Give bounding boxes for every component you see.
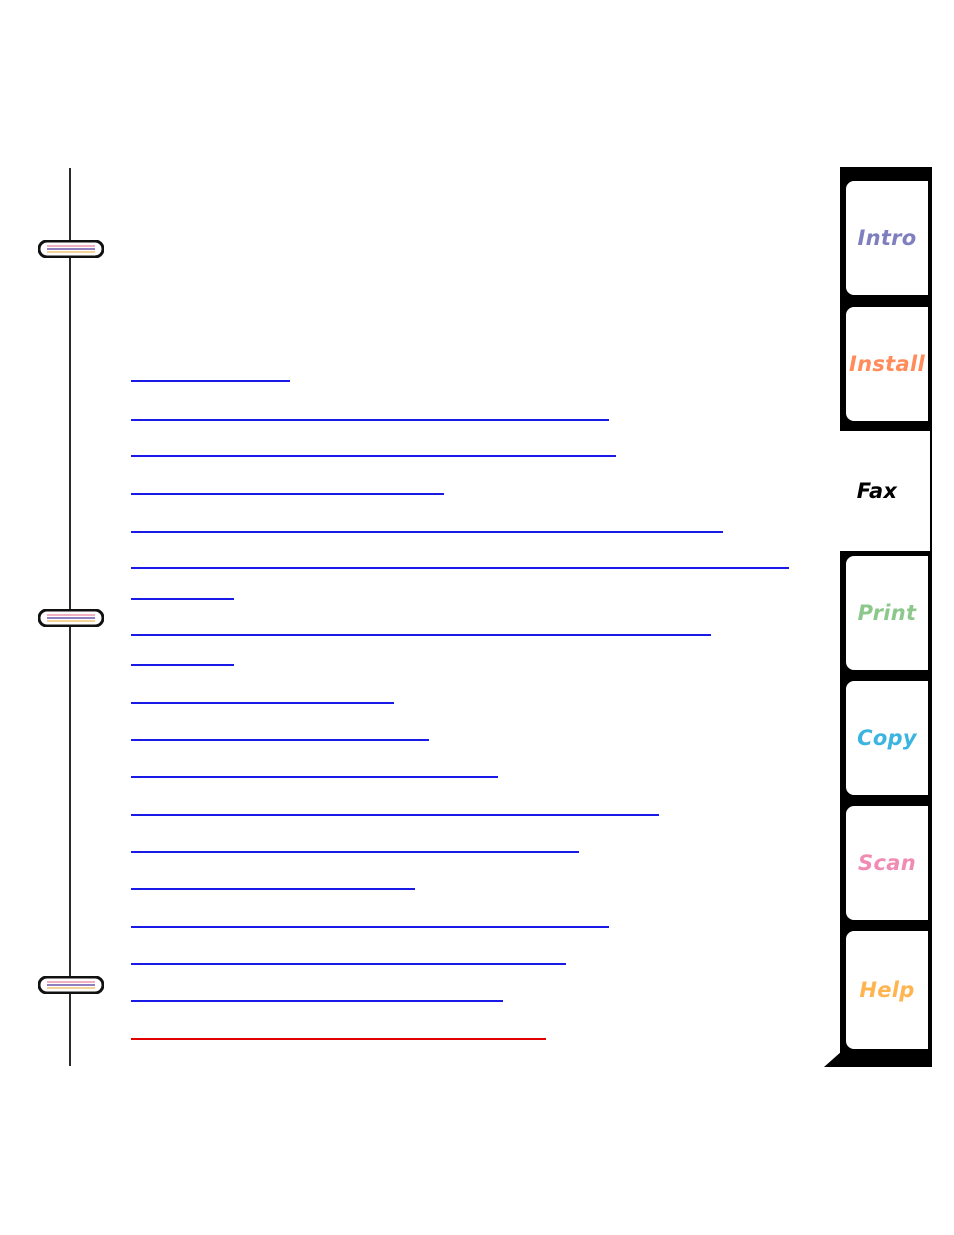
link-underline[interactable]: [131, 455, 616, 457]
link-underline[interactable]: [131, 598, 234, 600]
tab-label: Print: [857, 601, 917, 625]
link-underline[interactable]: [131, 814, 659, 816]
link-underline[interactable]: [131, 1000, 503, 1002]
link-underline[interactable]: [131, 888, 415, 890]
tab-label: Intro: [857, 226, 917, 250]
link-underline[interactable]: [131, 419, 609, 421]
link-underline[interactable]: [131, 926, 609, 928]
link-underline[interactable]: [131, 493, 444, 495]
link-underline[interactable]: [131, 634, 711, 636]
section-tabs: Intro Install Fax Print Copy Scan Help: [824, 167, 932, 1067]
tab-intro[interactable]: Intro: [844, 179, 928, 297]
link-underline[interactable]: [131, 380, 290, 382]
tab-fax[interactable]: Fax: [824, 431, 930, 551]
link-underline[interactable]: [131, 776, 498, 778]
link-list: [131, 380, 789, 1040]
link-underline[interactable]: [131, 739, 429, 741]
tab-label: Help: [859, 978, 915, 1002]
tab-copy[interactable]: Copy: [844, 679, 928, 797]
link-underline[interactable]: [131, 531, 723, 533]
link-underline[interactable]: [131, 664, 234, 666]
link-underline[interactable]: [131, 567, 789, 569]
binder-ring: [38, 609, 104, 627]
link-underline-visited[interactable]: [131, 1038, 546, 1040]
link-underline[interactable]: [131, 851, 579, 853]
link-underline[interactable]: [131, 702, 394, 704]
binder-ring: [38, 240, 104, 258]
tab-label: Scan: [858, 851, 916, 875]
link-underline[interactable]: [131, 963, 566, 965]
tab-install[interactable]: Install: [844, 305, 928, 423]
tab-print[interactable]: Print: [844, 554, 928, 672]
tab-label: Install: [849, 352, 925, 376]
tab-label: Fax: [856, 479, 898, 503]
tab-scan[interactable]: Scan: [844, 804, 928, 922]
tab-label: Copy: [857, 726, 917, 750]
binder-ring: [38, 976, 104, 994]
tab-help[interactable]: Help: [844, 929, 928, 1051]
tab-footer-shape: [824, 1051, 932, 1067]
